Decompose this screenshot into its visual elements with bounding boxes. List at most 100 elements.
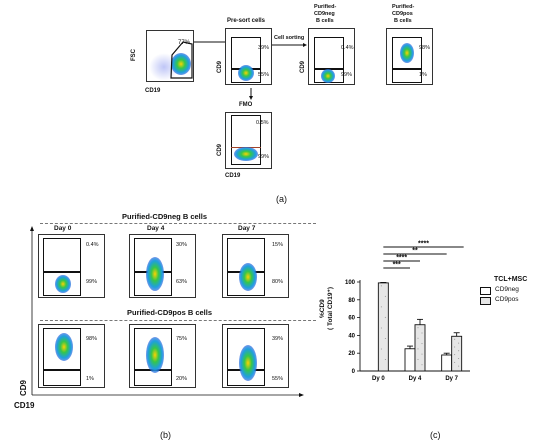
- cd19-axis-label: CD19: [145, 88, 161, 94]
- bar-dot-2-1: [458, 342, 460, 344]
- bar-cd9neg-1: [404, 348, 416, 372]
- cd9pos-divider: [392, 68, 422, 70]
- legend-swatch-cd9pos: [480, 297, 491, 305]
- bar-dot-2-3: [458, 350, 460, 352]
- cd9neg-population: [321, 69, 335, 83]
- y-tick-label-5: 100: [345, 280, 356, 286]
- c-ylabel-1: %CD9: [319, 299, 326, 318]
- bar-cd9neg-2: [441, 354, 453, 372]
- presort-plot: [225, 28, 272, 85]
- legend-swatch-cd9neg: [480, 287, 491, 295]
- group1-title: Purified-CD9neg B cells: [122, 212, 208, 221]
- bar-dot-2-0: [454, 338, 456, 340]
- cd9pos-title-3: B cells: [394, 18, 412, 24]
- presort-title: Pre-sort cells: [227, 18, 266, 24]
- x-tick-label-2: Dy 7: [445, 376, 458, 382]
- bar-dot-1-4: [417, 348, 419, 350]
- b-row1-gate-day4: [134, 238, 172, 296]
- bar-dot-2-4: [454, 354, 456, 356]
- cd9pos-bottom-pct: 1%: [419, 72, 427, 78]
- sig-label-1: ****: [396, 255, 407, 262]
- y-tick-label-2: 40: [348, 333, 355, 339]
- caption-c: (c): [430, 430, 441, 440]
- b-row1-population-day0: [55, 275, 71, 293]
- b-row2-plot-day4: [129, 324, 196, 388]
- y-tick-label-3: 60: [348, 316, 355, 322]
- bar-dot-0-7: [384, 358, 386, 360]
- presort-bottom-pct: 55%: [258, 72, 270, 78]
- b-row2-gate-day0: [43, 328, 81, 386]
- y-tick-label-1: 20: [348, 351, 355, 357]
- legend-label-cd9pos: CD9pos: [495, 296, 519, 303]
- b-row1-gate-day7: [227, 238, 265, 296]
- bar-dot-2-5: [458, 357, 460, 359]
- x-tick-label-0: Dy 0: [372, 376, 385, 382]
- bar-cd9pos-1: [414, 324, 426, 372]
- fmo-population: [234, 147, 258, 161]
- bar-dot-0-6: [380, 348, 382, 350]
- gate-polygon: [170, 41, 193, 79]
- fmo-title: FMO: [239, 102, 253, 108]
- bar-dot-1-0: [417, 327, 419, 329]
- bar-dot-1-5: [421, 353, 423, 355]
- b-row1-divider-day0: [43, 271, 81, 273]
- cell-population: [171, 53, 191, 75]
- cd9pos-plot: [386, 28, 433, 85]
- b-row2-plot-day0: [38, 324, 105, 388]
- bar-dot-0-0: [380, 285, 382, 287]
- day-label-2: Day 7: [238, 225, 256, 232]
- b-row1-population-day7: [239, 263, 257, 291]
- b-row1-plot-day7: [222, 234, 289, 298]
- b-row1-bottom-day0: 99%: [86, 279, 98, 285]
- bar-dot-1-2: [417, 337, 419, 339]
- b-row1-population-day4: [146, 257, 164, 291]
- b-row2-top-day0: 98%: [86, 336, 98, 342]
- b-xaxis-label: CD19: [14, 401, 35, 410]
- bar-dot-1-3: [421, 343, 423, 345]
- b-row2-top-day4: 75%: [176, 336, 188, 342]
- c-ylabel-2: ( Total CD19⁺): [327, 286, 334, 330]
- cd9pos-top-pct: 98%: [419, 45, 431, 51]
- day-label-1: Day 4: [147, 225, 165, 232]
- main-gate-pct: 77%: [178, 40, 191, 46]
- y-tick-label-4: 80: [348, 298, 355, 304]
- b-row1-bottom-day4: 63%: [176, 279, 188, 285]
- b-row2-bottom-day0: 1%: [86, 376, 94, 382]
- caption-b: (b): [160, 430, 171, 440]
- fmo-bottom-pct: 99%: [258, 154, 270, 160]
- bar-cd9pos-2: [451, 335, 463, 372]
- b-row1-plot-day4: [129, 234, 196, 298]
- group2-title: Purified-CD9pos B cells: [127, 308, 213, 317]
- b-row1-plot-day0: [38, 234, 105, 298]
- y-tick-label-0: 0: [352, 369, 356, 375]
- b-row2-population-day4: [146, 337, 164, 373]
- b-row1-top-day7: 15%: [272, 242, 284, 248]
- b-row1-gate-day0: [43, 238, 81, 296]
- bar-dot-0-1: [384, 295, 386, 297]
- bar-dot-1-6: [417, 358, 419, 360]
- b-row2-plot-day7: [222, 324, 289, 388]
- bar-dot-2-6: [454, 361, 456, 363]
- sig-label-2: **: [412, 248, 418, 255]
- cd9pos-population: [400, 43, 414, 63]
- day-label-0: Day 0: [54, 225, 72, 232]
- fsc-cd19-plot: [146, 30, 194, 82]
- bar-dot-0-4: [380, 327, 382, 329]
- b-row2-gate-day4: [134, 328, 172, 386]
- b-row1-top-day4: 30%: [176, 242, 188, 248]
- fmo-top-pct: 0.5%: [256, 120, 269, 126]
- cd9neg-top-pct: 0.4%: [341, 45, 354, 51]
- b-row2-divider-day0: [43, 369, 81, 371]
- b-row1-bottom-day7: 80%: [272, 279, 284, 285]
- cd9neg-title-1: Purified-: [314, 4, 337, 10]
- fmo-gate: [231, 115, 261, 165]
- bar-dot-2-7: [458, 365, 460, 367]
- x-tick-label-1: Dy 4: [409, 376, 422, 382]
- sig-label-3: ****: [418, 241, 429, 248]
- cd9neg-title-2: CD9neg: [314, 11, 335, 17]
- bar-dot-0-5: [384, 337, 386, 339]
- legend-label-cd9neg: CD9neg: [495, 286, 519, 293]
- b-row2-population-day7: [239, 345, 257, 381]
